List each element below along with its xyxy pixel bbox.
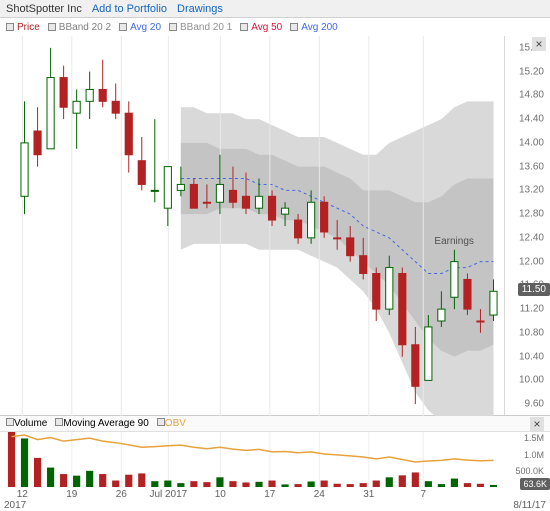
- y-tick: 10.40: [519, 351, 544, 362]
- x-tick: 12: [17, 489, 28, 500]
- volume-svg: [0, 432, 505, 487]
- stock-chart: ShotSpotter Inc Add to Portfolio Drawing…: [0, 0, 550, 511]
- y-tick: 14.80: [519, 90, 544, 101]
- y-tick: 10.00: [519, 375, 544, 386]
- x-tick: 19: [66, 489, 77, 500]
- legend-avg50[interactable]: Avg 50: [240, 22, 282, 33]
- volume-legend: Volume Moving Average 90 OBV ×: [0, 416, 550, 432]
- legend-price[interactable]: Price: [6, 22, 40, 33]
- y-tick: 9.60: [525, 399, 544, 410]
- prev-close-badge: 11.50: [518, 283, 550, 296]
- y-tick: 14.40: [519, 114, 544, 125]
- vol-y-tick: 1.5M: [524, 433, 544, 443]
- legend-volume[interactable]: Volume: [6, 418, 47, 429]
- legend-bband2[interactable]: BBand 20 2: [48, 22, 111, 33]
- close-volume-icon[interactable]: ×: [530, 417, 544, 431]
- x-tick: Jul 2017: [149, 489, 187, 500]
- x-tick: 31: [363, 489, 374, 500]
- company-name: ShotSpotter Inc: [6, 3, 82, 15]
- vol-y-tick: 500.0K: [515, 466, 544, 476]
- price-chart-panel[interactable]: SSTI ShotSpotter Inc 15.6015.2014.8014.4…: [0, 36, 550, 416]
- earnings-label: Earnings: [434, 236, 473, 247]
- vol-y-tick: 1.0M: [524, 450, 544, 460]
- price-legend: Price BBand 20 2 Avg 20 BBand 20 1 Avg 5…: [0, 18, 550, 36]
- x-tick: 26: [116, 489, 127, 500]
- legend-obv[interactable]: OBV: [157, 418, 186, 429]
- y-tick: 12.00: [519, 256, 544, 267]
- x-start-year: 2017: [4, 500, 26, 511]
- close-panel-icon[interactable]: ×: [532, 37, 546, 51]
- x-end-date: 8/11/17: [513, 500, 546, 511]
- legend-ma90[interactable]: Moving Average 90: [55, 418, 148, 429]
- y-tick: 14.00: [519, 137, 544, 148]
- y-tick: 11.20: [520, 304, 544, 315]
- y-tick: 10.80: [519, 327, 544, 338]
- y-tick: 12.80: [519, 209, 544, 220]
- legend-avg200[interactable]: Avg 200: [290, 22, 338, 33]
- x-tick: 17: [264, 489, 275, 500]
- y-tick: 15.20: [519, 66, 544, 77]
- chart-header: ShotSpotter Inc Add to Portfolio Drawing…: [0, 0, 550, 18]
- price-svg: [0, 36, 505, 416]
- legend-bband1[interactable]: BBand 20 1: [169, 22, 232, 33]
- x-axis: 12 19 26 Jul 2017 10 17 24 31 7 2017 8/11/17: [0, 487, 550, 511]
- x-tick: 10: [215, 489, 226, 500]
- drawings-link[interactable]: Drawings: [177, 3, 223, 15]
- y-tick: 13.60: [519, 161, 544, 172]
- x-tick: 24: [314, 489, 325, 500]
- y-tick: 13.20: [519, 185, 544, 196]
- volume-chart-panel[interactable]: 1.5M1.0M500.0K 63.6K: [0, 432, 550, 487]
- add-to-portfolio-link[interactable]: Add to Portfolio: [92, 3, 167, 15]
- x-tick: 7: [420, 489, 426, 500]
- y-tick: 12.40: [519, 232, 544, 243]
- legend-avg20[interactable]: Avg 20: [119, 22, 161, 33]
